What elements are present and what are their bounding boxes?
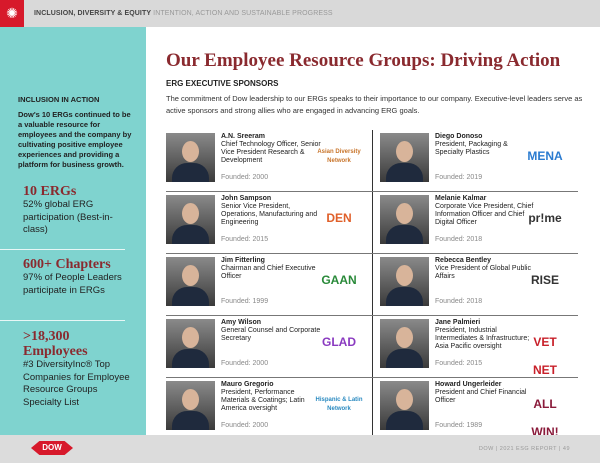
page-title: Our Employee Resource Groups: Driving Ac… [166, 50, 561, 71]
sponsor-card: Howard Ungerleider President and Chief Fi… [372, 378, 578, 440]
erg-logo: VET NET [533, 335, 557, 377]
divider [0, 320, 125, 321]
erg-logo: RISE [530, 273, 559, 287]
sponsor-photo [380, 195, 429, 244]
founded-date: Founded: 2015 [435, 360, 483, 367]
sponsor-photo [166, 195, 215, 244]
founded-date: Founded: 2000 [221, 360, 269, 367]
sponsor-row: A.N. Sreeram Chief Technology Officer, Se… [166, 130, 578, 192]
sponsor-name: Diego Donoso [435, 133, 483, 140]
sponsor-name: Howard Ungerleider [435, 381, 502, 388]
erg-logo: Hispanic & Latin Network [315, 397, 363, 412]
stat-ergs: 10 ERGs 52% global ERG participation (Bes… [23, 184, 113, 235]
sponsor-role: President, Packaging & Specialty Plastic… [435, 141, 508, 156]
sponsor-grid: A.N. Sreeram Chief Technology Officer, Se… [166, 130, 578, 440]
stat-chapters: 600+ Chapters 97% of People Leaders parti… [23, 257, 122, 296]
sponsor-card: Amy Wilson General Counsel and Corporate … [166, 316, 372, 377]
sidebar-text: Dow's 10 ERGs continued to be a valuable… [18, 110, 132, 169]
sponsor-card: Mauro Gregorio President, Performance Mat… [166, 378, 372, 440]
erg-logo: GAAN [321, 273, 357, 287]
founded-date: Founded: 1999 [221, 298, 269, 305]
founded-date: Founded: 2018 [435, 298, 483, 305]
sponsor-name: A.N. Sreeram [221, 133, 265, 140]
sponsor-card: Rebecca Bentley Vice President of Global … [372, 254, 578, 315]
sponsor-role: President, Performance Materials & Coati… [221, 389, 305, 412]
sponsor-name: Mauro Gregorio [221, 381, 274, 388]
sponsor-role: Chief Technology Officer, Senior Vice Pr… [221, 141, 321, 164]
sponsor-photo [380, 381, 429, 430]
sponsor-name: Rebecca Bentley [435, 257, 492, 264]
erg-logo: ALL WIN! [531, 397, 559, 439]
sidebar: INCLUSION IN ACTION Dow's 10 ERGs contin… [0, 27, 146, 435]
sponsor-role: President and Chief Financial Officer [435, 389, 527, 404]
founded-date: Founded: 2019 [435, 174, 483, 181]
sponsor-role: Chairman and Chief Executive Officer [221, 265, 316, 280]
erg-logo: pr!me [528, 211, 562, 225]
sponsor-role: Vice President of Global Public Affairs [435, 265, 531, 280]
sponsor-photo [166, 319, 215, 368]
erg-logo: MENA [527, 149, 563, 163]
sponsor-row: John Sampson Senior Vice President, Opera… [166, 192, 578, 254]
intro-text: The commitment of Dow leadership to our … [166, 94, 583, 115]
stat-employees: >18,300 Employees #3 DiversityInc® Top Co… [23, 329, 130, 408]
erg-logo: GLAD [322, 335, 356, 349]
ide-logo-icon: ✺ [0, 0, 24, 27]
sponsor-photo [166, 257, 215, 306]
sponsor-photo [380, 319, 429, 368]
sponsor-photo [380, 133, 429, 182]
sponsor-photo [166, 133, 215, 182]
sponsor-name: Jim Fitterling [221, 257, 265, 264]
erg-logo: DEN [326, 211, 352, 225]
sponsor-row: Mauro Gregorio President, Performance Mat… [166, 378, 578, 440]
footer-text: DOW | 2021 ESG REPORT | 49 [478, 446, 570, 452]
sponsor-card: Jim Fitterling Chairman and Chief Executi… [166, 254, 372, 315]
section-label: INCLUSION, DIVERSITY & EQUITY [34, 10, 152, 17]
founded-date: Founded: 2015 [221, 236, 269, 243]
header-bar: ✺ INCLUSION, DIVERSITY & EQUITY INTENTIO… [0, 0, 600, 27]
sponsor-name: John Sampson [221, 195, 272, 202]
sidebar-heading: INCLUSION IN ACTION [18, 95, 100, 104]
footer: DOW DOW | 2021 ESG REPORT | 49 [0, 435, 600, 463]
sponsor-role: General Counsel and Corporate Secretary [221, 327, 321, 342]
sponsor-photo [166, 381, 215, 430]
sponsor-card: Diego Donoso President, Packaging & Speci… [372, 130, 578, 191]
sponsor-name: Melanie Kalmar [435, 195, 487, 202]
divider [0, 249, 125, 250]
sponsor-row: Jim Fitterling Chairman and Chief Executi… [166, 254, 578, 316]
founded-date: Founded: 2018 [435, 236, 483, 243]
erg-logo: Asian Diversity Network [317, 149, 361, 164]
sponsor-role: President, Industrial Intermediates & In… [435, 327, 530, 350]
sponsor-card: Jane Palmieri President, Industrial Inter… [372, 316, 578, 377]
section-subtitle: INTENTION, ACTION AND SUSTAINABLE PROGRE… [153, 10, 333, 17]
sponsor-name: Amy Wilson [221, 319, 261, 326]
founded-date: Founded: 2000 [221, 174, 269, 181]
dow-logo: DOW [31, 441, 73, 455]
section-heading: ERG EXECUTIVE SPONSORS [166, 79, 279, 88]
sponsor-row: Amy Wilson General Counsel and Corporate … [166, 316, 578, 378]
sponsor-photo [380, 257, 429, 306]
sponsor-card: John Sampson Senior Vice President, Opera… [166, 192, 372, 253]
sponsor-name: Jane Palmieri [435, 319, 481, 326]
sponsor-card: A.N. Sreeram Chief Technology Officer, Se… [166, 130, 372, 191]
founded-date: Founded: 1989 [435, 422, 483, 429]
sponsor-role: Senior Vice President, Operations, Manuf… [221, 203, 318, 226]
founded-date: Founded: 2000 [221, 422, 269, 429]
sponsor-role: Corporate Vice President, Chief Informat… [435, 203, 534, 226]
sponsor-card: Melanie Kalmar Corporate Vice President, … [372, 192, 578, 253]
